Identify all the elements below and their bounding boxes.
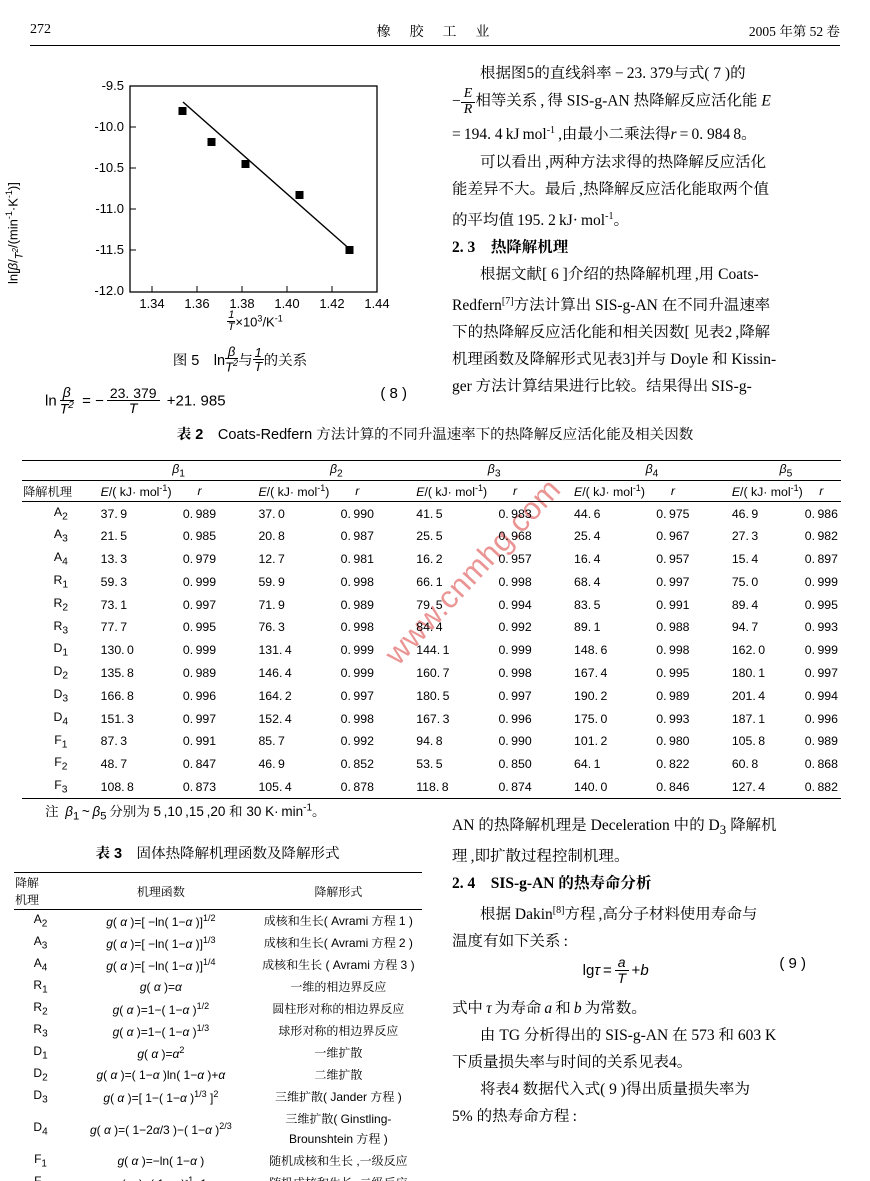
svg-text:-11.5: -11.5 (95, 242, 124, 257)
svg-text:-10.5: -10.5 (94, 160, 124, 175)
svg-text:-12.0: -12.0 (94, 283, 124, 298)
svg-text:1.44: 1.44 (364, 296, 389, 311)
svg-text:-10.0: -10.0 (94, 119, 124, 134)
svg-text:1.36: 1.36 (184, 296, 209, 311)
svg-text:1.34: 1.34 (139, 296, 164, 311)
svg-text:-11.0: -11.0 (95, 201, 124, 216)
svg-text:1.42: 1.42 (319, 296, 344, 311)
svg-text:-9.5: -9.5 (102, 78, 124, 93)
svg-text:1.40: 1.40 (274, 296, 299, 311)
